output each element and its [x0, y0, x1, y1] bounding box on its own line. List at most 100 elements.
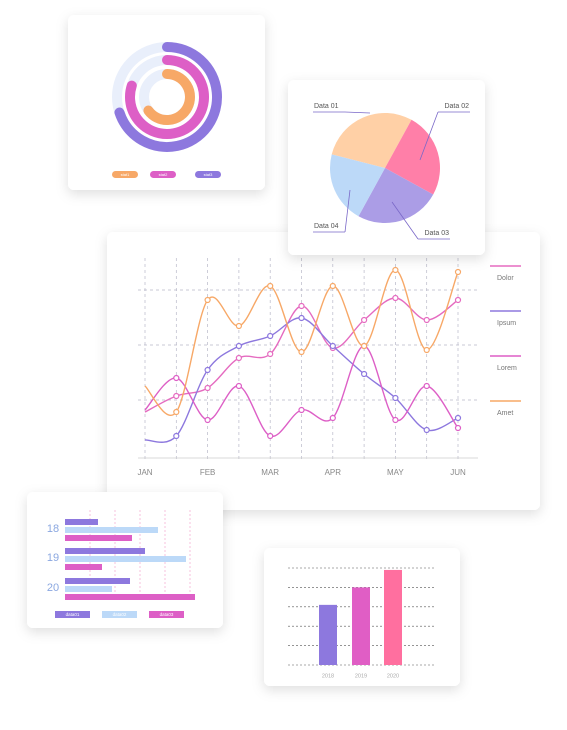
bar — [65, 527, 158, 533]
bar-card: 2018 2019 2020 — [264, 548, 460, 686]
bar — [65, 519, 98, 525]
bar — [65, 535, 132, 541]
series-line — [144, 269, 459, 416]
ring-arc — [125, 55, 209, 139]
legend-label: data02 — [113, 612, 127, 617]
category-label: 18 — [47, 523, 59, 535]
category-label: 19 — [47, 552, 59, 564]
ring-arc — [143, 69, 195, 125]
x-tick-label: APR — [325, 468, 342, 477]
bar — [352, 587, 370, 665]
card — [107, 232, 540, 510]
point-marker — [173, 392, 180, 400]
legend-pill — [150, 171, 176, 178]
leader-line — [391, 201, 450, 240]
point-marker — [298, 406, 305, 414]
point-marker — [454, 268, 462, 276]
point-marker — [392, 294, 399, 302]
series-line — [144, 345, 459, 437]
hbar-card: 18 19 20 data01 data02 data03 — [27, 492, 223, 628]
slice-label: Data 03 — [424, 230, 449, 237]
point-marker — [204, 366, 211, 374]
x-tick-label: 2018 — [322, 673, 334, 679]
point-marker — [423, 316, 430, 324]
legend-label: stat2 — [159, 172, 168, 177]
point-marker — [204, 384, 211, 392]
card — [68, 15, 265, 190]
legend-label: data01 — [66, 612, 80, 617]
line-card: JAN FEB MAR APR MAY JUN Dolor Ipsum Lorem Amet — [107, 232, 540, 510]
category-label: 20 — [47, 582, 59, 594]
legend-label: stat1 — [121, 172, 130, 177]
point-marker — [361, 342, 368, 350]
radial-card: stat1 stat2 stat3 — [68, 15, 265, 190]
point-marker — [392, 266, 399, 274]
leader-line — [313, 189, 351, 233]
point-marker — [267, 282, 274, 290]
bar — [384, 569, 402, 665]
legend-label: data03 — [160, 612, 174, 617]
point-marker — [235, 354, 242, 362]
point-marker — [423, 346, 430, 354]
legend-label: Lorem — [497, 365, 517, 372]
legend-label: Ipsum — [497, 320, 516, 327]
point-marker — [454, 424, 462, 432]
point-marker — [267, 350, 274, 358]
bar — [65, 586, 112, 592]
point-marker — [298, 348, 305, 356]
point-marker — [423, 382, 430, 390]
point-marker — [454, 414, 462, 422]
point-marker — [267, 432, 274, 440]
legend-pill — [112, 171, 138, 178]
point-marker — [329, 282, 336, 290]
bar — [65, 594, 195, 600]
leader-line — [419, 111, 470, 161]
pie-slice — [358, 168, 434, 223]
point-marker — [361, 370, 368, 378]
x-tick-label: MAR — [261, 468, 279, 477]
x-tick-label: JAN — [137, 468, 152, 477]
x-tick-label: 2020 — [387, 673, 399, 679]
legend-swatch — [102, 611, 137, 618]
pie-card: Data 01 Data 02 Data 03 Data 04 — [288, 80, 485, 255]
point-marker — [329, 414, 336, 422]
legend-label: Dolor — [497, 275, 514, 282]
leader-line — [313, 111, 371, 114]
bar — [65, 578, 130, 584]
bar — [65, 564, 102, 570]
point-marker — [361, 316, 368, 324]
point-marker — [423, 426, 430, 434]
legend-swatch — [149, 611, 184, 618]
pie-slice — [385, 119, 440, 195]
legend-swatch — [55, 611, 90, 618]
slice-label: Data 04 — [314, 223, 339, 230]
x-tick-label: FEB — [200, 468, 216, 477]
slice-label: Data 01 — [314, 103, 339, 110]
bar — [65, 556, 186, 562]
point-marker — [392, 394, 399, 402]
point-marker — [204, 416, 211, 424]
x-tick-label: MAY — [387, 468, 404, 477]
ring-arc — [114, 42, 222, 152]
point-marker — [298, 302, 305, 310]
slice-label: Data 02 — [444, 103, 469, 110]
bar — [319, 604, 337, 665]
pie-slice — [331, 113, 412, 168]
point-marker — [235, 382, 242, 390]
legend-label: stat3 — [204, 172, 213, 177]
x-tick-label: 2019 — [355, 673, 367, 679]
x-tick-label: JUN — [450, 468, 466, 477]
point-marker — [298, 314, 305, 322]
pie-slice — [330, 154, 385, 217]
point-marker — [204, 296, 211, 304]
point-marker — [235, 342, 242, 350]
point-marker — [267, 332, 274, 340]
point-marker — [454, 296, 462, 304]
legend-pill — [195, 171, 221, 178]
point-marker — [392, 416, 399, 424]
point-marker — [329, 342, 336, 350]
point-marker — [235, 322, 242, 330]
point-marker — [173, 374, 180, 382]
legend-label: Amet — [497, 410, 513, 417]
